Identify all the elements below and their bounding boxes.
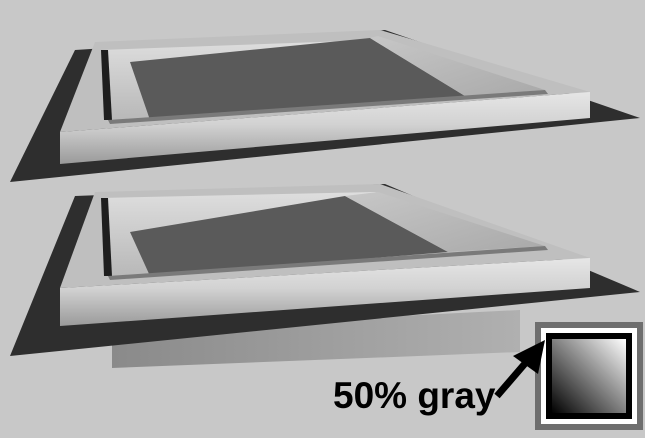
gray-label: 50% gray (333, 375, 496, 416)
top-frame-inner-lip (108, 90, 548, 124)
bottom-inner-left-edge (101, 198, 112, 276)
gray-swatch (535, 322, 643, 430)
bottom-under-skirt (112, 310, 520, 368)
bottom-inner-right-wall (345, 192, 545, 252)
bottom-frame-inner-lip (108, 246, 548, 280)
top-inner-right-wall (370, 36, 545, 96)
bottom-inner-floor (130, 196, 448, 276)
top-inner-floor (130, 38, 465, 120)
swatch-gradient (552, 339, 626, 413)
top-frame-front (60, 92, 590, 164)
top-box (10, 30, 640, 182)
top-inner-left-edge (101, 50, 112, 120)
arrow-icon (494, 340, 545, 399)
bottom-frame-front (60, 258, 590, 326)
bottom-box (10, 184, 640, 368)
